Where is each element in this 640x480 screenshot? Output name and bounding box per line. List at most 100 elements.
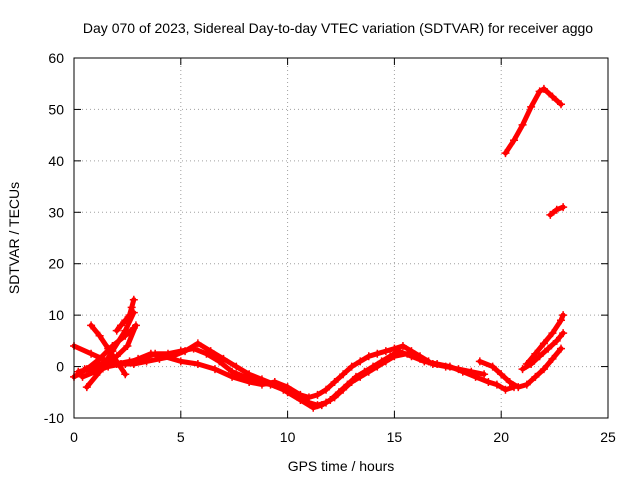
- data-points: [70, 84, 568, 412]
- data-point: [309, 403, 318, 412]
- data-point: [480, 370, 489, 379]
- data-point: [546, 210, 555, 219]
- data-point: [535, 87, 544, 96]
- data-point: [527, 102, 536, 111]
- data-point: [377, 357, 386, 366]
- data-point: [245, 370, 254, 379]
- data-point: [398, 342, 407, 350]
- data-point: [87, 321, 96, 330]
- data-point: [433, 360, 442, 368]
- data-point: [176, 357, 185, 366]
- data-point: [326, 396, 335, 404]
- data-point: [257, 375, 266, 384]
- data-point: [445, 362, 454, 371]
- tick-labels: 0 5 10 15 20 25 -10 0 10 20 30 40 50 60: [44, 50, 616, 445]
- data-point: [334, 388, 343, 397]
- x-axis-label: GPS time / hours: [288, 458, 395, 474]
- data-point: [548, 354, 557, 363]
- data-point: [518, 120, 527, 129]
- data-point: [531, 372, 540, 381]
- data-point: [557, 316, 566, 325]
- data-point: [501, 149, 510, 158]
- data-point: [484, 378, 493, 386]
- x-tick-label: 5: [177, 429, 185, 445]
- y-tick-label: 20: [48, 256, 64, 272]
- data-point: [510, 136, 519, 145]
- data-point: [364, 352, 373, 361]
- data-point: [317, 401, 326, 410]
- data-point: [347, 362, 356, 371]
- x-tick-label: 10: [280, 429, 296, 445]
- data-point: [206, 347, 215, 356]
- data-point: [544, 344, 553, 353]
- data-point: [351, 372, 360, 381]
- data-point: [155, 354, 164, 363]
- y-tick-label: 30: [48, 204, 64, 220]
- data-point: [475, 357, 484, 366]
- data-point: [95, 367, 104, 376]
- data-point: [557, 344, 566, 353]
- data-point: [125, 311, 134, 320]
- series-trace: [477, 346, 564, 390]
- data-point: [356, 357, 365, 366]
- axis-ticks: [73, 57, 609, 419]
- y-tick-label: 50: [48, 101, 64, 117]
- data-point: [123, 342, 132, 350]
- y-tick-label: 60: [48, 50, 64, 66]
- data-point: [80, 365, 89, 374]
- data-point: [339, 370, 348, 379]
- data-point: [168, 352, 177, 361]
- data-point: [559, 329, 568, 338]
- data-point: [121, 370, 130, 379]
- data-point: [142, 357, 151, 366]
- data-point: [471, 372, 480, 381]
- data-point: [407, 352, 416, 361]
- data-point: [219, 354, 228, 363]
- data-point: [232, 362, 241, 371]
- data-point: [492, 380, 501, 389]
- data-point: [104, 344, 113, 353]
- data-point: [420, 357, 429, 366]
- data-point: [228, 367, 237, 376]
- series-track-9: [475, 344, 566, 392]
- data-point: [95, 354, 104, 363]
- data-point: [127, 303, 136, 312]
- data-point: [548, 329, 557, 338]
- data-point: [129, 295, 138, 304]
- data-point: [193, 339, 202, 348]
- data-point: [531, 349, 540, 358]
- series-track-6: [87, 321, 130, 379]
- data-point: [539, 84, 548, 93]
- data-point: [91, 362, 100, 371]
- data-point: [102, 357, 111, 366]
- data-point: [514, 383, 523, 392]
- data-point: [360, 367, 369, 376]
- y-tick-label: 0: [56, 359, 64, 375]
- data-point: [552, 205, 561, 214]
- data-point: [505, 378, 514, 386]
- y-axis-label: SDTVAR / TECUs: [6, 182, 22, 294]
- data-point: [193, 360, 202, 368]
- data-point: [373, 349, 382, 358]
- data-point: [539, 339, 548, 348]
- series-track-7: [80, 321, 140, 374]
- data-point: [322, 385, 331, 394]
- data-point: [518, 365, 527, 374]
- data-point: [559, 311, 568, 320]
- data-point: [313, 390, 322, 399]
- x-tick-label: 15: [387, 429, 403, 445]
- data-point: [557, 100, 566, 109]
- chart-title: Day 070 of 2023, Sidereal Day-to-day VTE…: [83, 20, 593, 36]
- data-point: [522, 360, 531, 368]
- data-point: [131, 321, 140, 330]
- data-point: [112, 326, 121, 335]
- data-point: [95, 331, 104, 340]
- data-point: [129, 360, 138, 368]
- data-point: [270, 380, 279, 389]
- x-tick-label: 0: [70, 429, 78, 445]
- data-point: [535, 352, 544, 361]
- data-point: [548, 92, 557, 101]
- data-point: [488, 362, 497, 371]
